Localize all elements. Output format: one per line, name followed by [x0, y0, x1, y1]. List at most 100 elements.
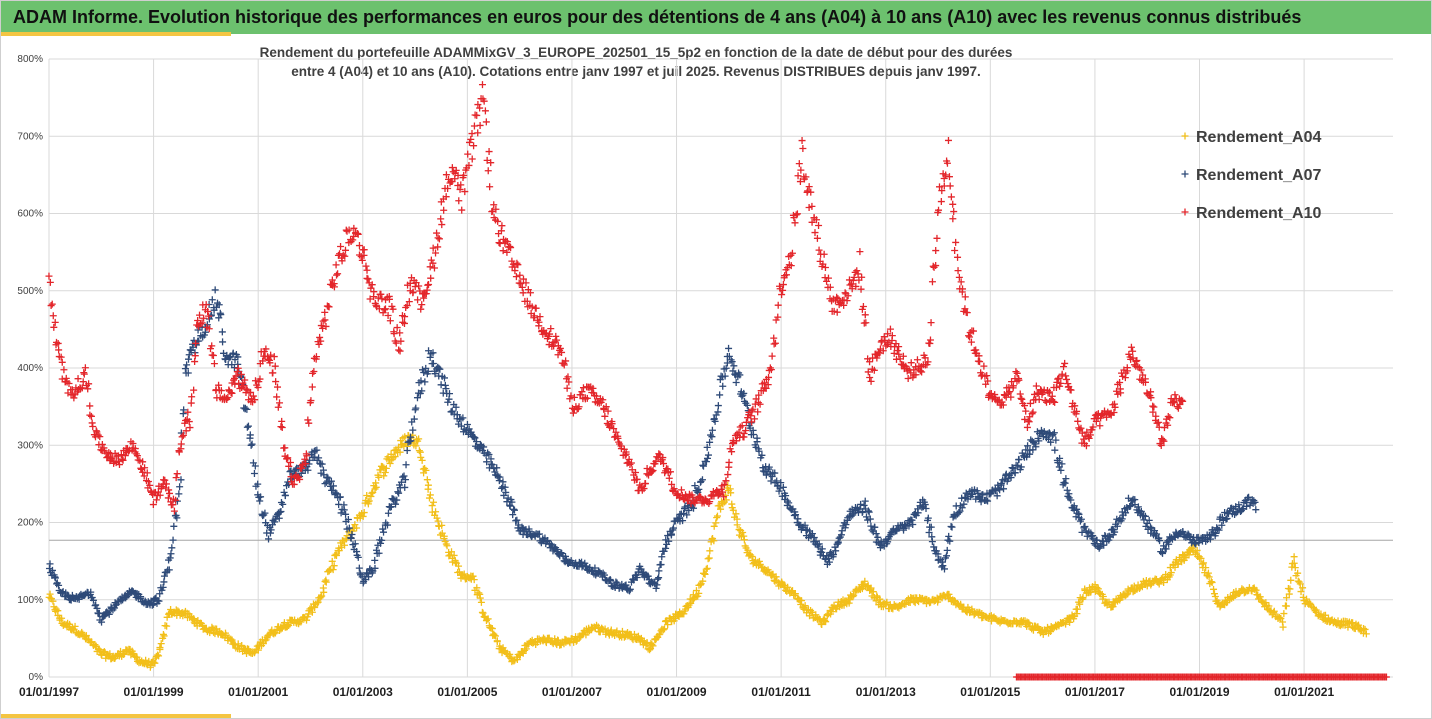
point-a10	[434, 234, 442, 242]
point-a07	[324, 474, 332, 482]
point-a07	[371, 564, 379, 572]
point-a10	[569, 409, 577, 417]
point-a07	[765, 463, 773, 471]
point-a04	[365, 497, 373, 505]
point-a04	[1207, 578, 1215, 586]
point-a10	[464, 150, 472, 158]
point-a10	[334, 270, 342, 278]
point-a07	[254, 480, 262, 488]
point-a10	[952, 238, 960, 246]
point-a04	[154, 651, 162, 659]
point-a07	[832, 547, 840, 555]
point-a07	[652, 584, 660, 592]
point-a10	[926, 336, 934, 344]
point-a07	[815, 540, 823, 548]
point-a10	[804, 187, 812, 195]
y-tick-label: 200%	[17, 518, 43, 529]
legend-marker-a07	[1181, 170, 1189, 178]
point-a07	[509, 511, 517, 519]
point-a10	[949, 215, 957, 223]
point-a10	[724, 471, 732, 479]
x-tick-label: 01/01/2011	[751, 685, 811, 699]
point-a07	[943, 546, 951, 554]
point-a10	[149, 501, 157, 509]
point-a10	[396, 347, 404, 355]
point-a07	[261, 509, 269, 517]
chart-legend: Rendement_A04 Rendement_A07 Rendement_A10	[1181, 129, 1321, 222]
point-a10	[46, 278, 54, 286]
point-a07	[409, 426, 417, 434]
point-a07	[51, 574, 59, 582]
point-a10	[1127, 343, 1135, 351]
point-a04	[849, 592, 857, 600]
point-a07	[484, 449, 492, 457]
point-a04	[163, 622, 171, 630]
point-a07	[762, 471, 770, 479]
point-a04	[52, 605, 60, 613]
point-a07	[413, 394, 421, 402]
point-a07	[499, 478, 507, 486]
point-a07	[243, 423, 251, 431]
point-a07	[384, 509, 392, 517]
point-a04	[1277, 614, 1285, 622]
point-a07	[155, 597, 163, 605]
title-accent-bar	[1, 32, 231, 36]
point-a07	[801, 521, 809, 529]
x-tick-label: 01/01/2019	[1169, 685, 1229, 699]
point-a04	[1256, 593, 1264, 601]
point-a04	[280, 619, 288, 627]
point-a04	[1202, 564, 1210, 572]
point-a07	[377, 539, 385, 547]
point-a07	[435, 364, 443, 372]
point-a10	[937, 198, 945, 206]
point-a07	[234, 353, 242, 361]
point-a07	[436, 365, 444, 373]
point-a07	[244, 422, 252, 430]
point-a07	[927, 523, 935, 531]
point-a10	[969, 327, 977, 335]
point-a07	[483, 458, 491, 466]
point-a07	[525, 527, 533, 535]
point-a07	[860, 501, 868, 509]
point-a10	[601, 412, 609, 420]
point-a04	[1287, 576, 1295, 584]
point-a07	[928, 538, 936, 546]
point-a10	[498, 222, 506, 230]
point-a10	[417, 305, 425, 313]
point-a07	[417, 377, 425, 385]
point-a04	[1362, 630, 1370, 638]
point-a07	[337, 509, 345, 517]
point-a04	[1286, 585, 1294, 593]
legend-marker-a10	[1181, 208, 1189, 216]
point-a04	[945, 590, 953, 598]
point-a07	[702, 458, 710, 466]
point-a04	[363, 492, 371, 500]
point-a10	[187, 399, 195, 407]
y-tick-label: 700%	[17, 131, 43, 142]
point-a04	[1297, 588, 1305, 596]
point-a04	[1197, 554, 1205, 562]
point-a07	[184, 369, 192, 377]
point-a07	[932, 547, 940, 555]
point-a07	[160, 572, 168, 580]
point-a07	[698, 476, 706, 484]
point-a04	[368, 489, 376, 497]
x-tick-label: 01/01/2007	[542, 685, 602, 699]
point-a07	[725, 352, 733, 360]
x-tick-label: 01/01/2001	[228, 685, 288, 699]
point-a07	[287, 467, 295, 475]
x-tick-label: 01/01/2003	[333, 685, 393, 699]
point-a10	[972, 346, 980, 354]
point-a10	[955, 273, 963, 281]
point-a10	[48, 300, 56, 308]
point-a07	[501, 483, 509, 491]
point-a04	[386, 460, 394, 468]
point-a07	[401, 483, 409, 491]
point-a10	[458, 206, 466, 214]
point-a10	[87, 412, 95, 420]
point-a07	[930, 543, 938, 551]
point-a07	[444, 398, 452, 406]
point-a07	[945, 532, 953, 540]
point-a04	[343, 532, 351, 540]
